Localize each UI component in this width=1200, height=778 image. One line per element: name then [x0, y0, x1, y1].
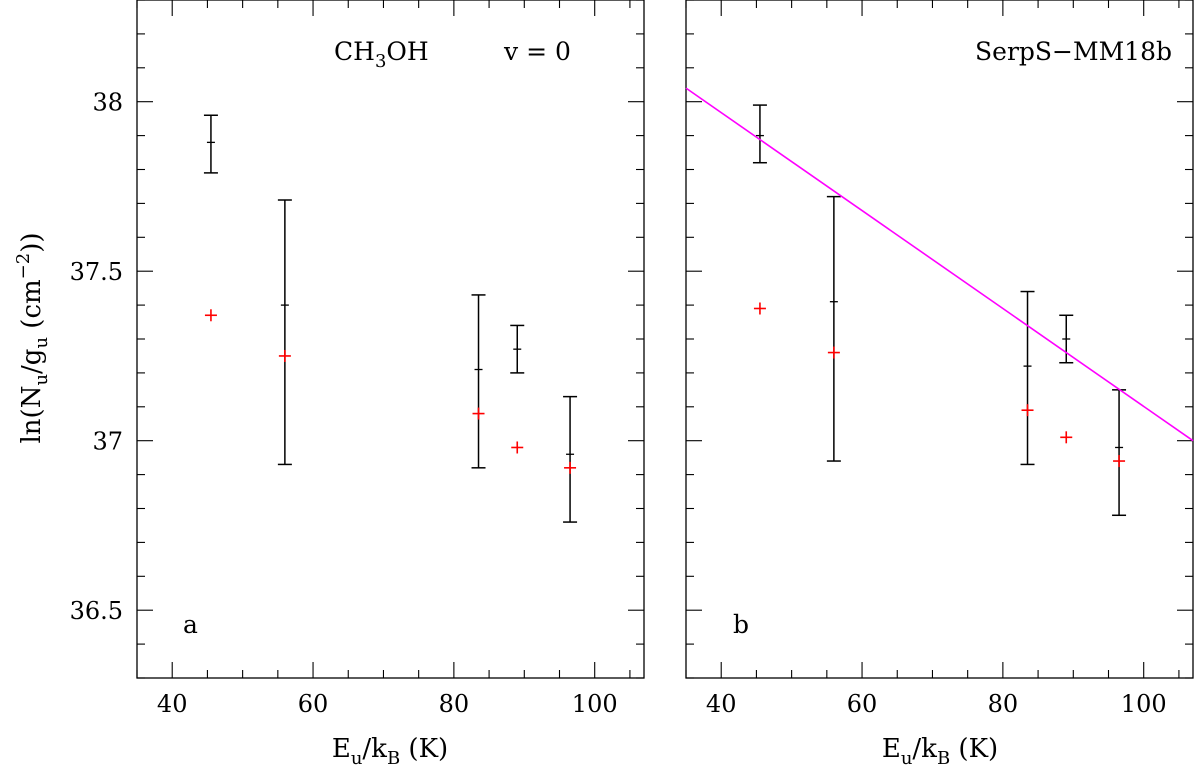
panel-a-xtick-labels: 40 60 80 100: [157, 690, 618, 718]
b-model-point: [827, 346, 840, 359]
b-fit-line: [685, 87, 1194, 442]
b-observed-point: [1059, 314, 1074, 364]
panel-b-xtick-labels: 40 60 80 100: [706, 690, 1167, 718]
panel-a-ticks: [136, 0, 644, 679]
a-observed-point: [203, 114, 218, 174]
panel-b: 40 60 80 100 SerpS−MM18b b Eu/kB (K): [685, 0, 1194, 769]
a-model-point: [564, 461, 577, 474]
b-model-point: [1021, 404, 1034, 417]
panel-b-letter: b: [733, 610, 749, 639]
a-ytick-label: 36.5: [70, 597, 123, 625]
a-xtick-label: 80: [439, 690, 470, 718]
a-observed-point: [277, 199, 292, 466]
a-observed-point: [471, 294, 486, 469]
a-model-point: [204, 309, 217, 322]
a-observed-point: [563, 395, 578, 523]
a-xtick-label: 60: [298, 690, 329, 718]
panel-b-ticks: [685, 0, 1193, 679]
panel-a-ytick-labels: 36.5 37 37.5 38: [70, 89, 123, 626]
a-model-point: [278, 349, 291, 362]
panel-a-marks: [203, 114, 578, 523]
a-xtick-label: 40: [157, 690, 188, 718]
a-model-point: [472, 407, 485, 420]
panel-a-letter: a: [183, 610, 198, 639]
b-model-point: [753, 302, 766, 315]
a-model-point: [511, 441, 524, 454]
panel-b-source-label: SerpS−MM18b: [975, 37, 1172, 66]
b-model-point: [1060, 431, 1073, 444]
panel-b-xlabel: Eu/kB (K): [882, 734, 998, 769]
a-xtick-label: 100: [572, 690, 618, 718]
b-xtick-label: 60: [847, 690, 878, 718]
panel-a-molecule-label: CH3OH: [334, 37, 429, 72]
panel-b-marks: [685, 87, 1194, 517]
a-ytick-label: 38: [92, 89, 123, 117]
b-observed-point: [826, 195, 841, 462]
b-observed-point: [752, 104, 767, 164]
b-model-point: [1113, 455, 1126, 468]
b-observed-point: [1020, 290, 1035, 466]
panel-a-frame: [136, 0, 645, 679]
panel-a: 36.5 37 37.5 38 40 60 80 100 CH3OH v = 0 a Eu/…: [13, 0, 645, 769]
panel-a-ylabel: ln(Nu/gu (cm−2)): [13, 232, 52, 443]
a-ytick-label: 37.5: [70, 258, 123, 286]
a-observed-point: [510, 324, 525, 374]
panel-a-xlabel: Eu/kB (K): [332, 734, 448, 769]
a-ytick-label: 37: [92, 428, 123, 456]
b-xtick-label: 40: [706, 690, 737, 718]
b-observed-point: [1112, 389, 1127, 517]
b-xtick-label: 80: [988, 690, 1019, 718]
b-xtick-label: 100: [1121, 690, 1167, 718]
panel-b-frame: [685, 0, 1194, 679]
panel-a-state-label: v = 0: [503, 37, 571, 66]
